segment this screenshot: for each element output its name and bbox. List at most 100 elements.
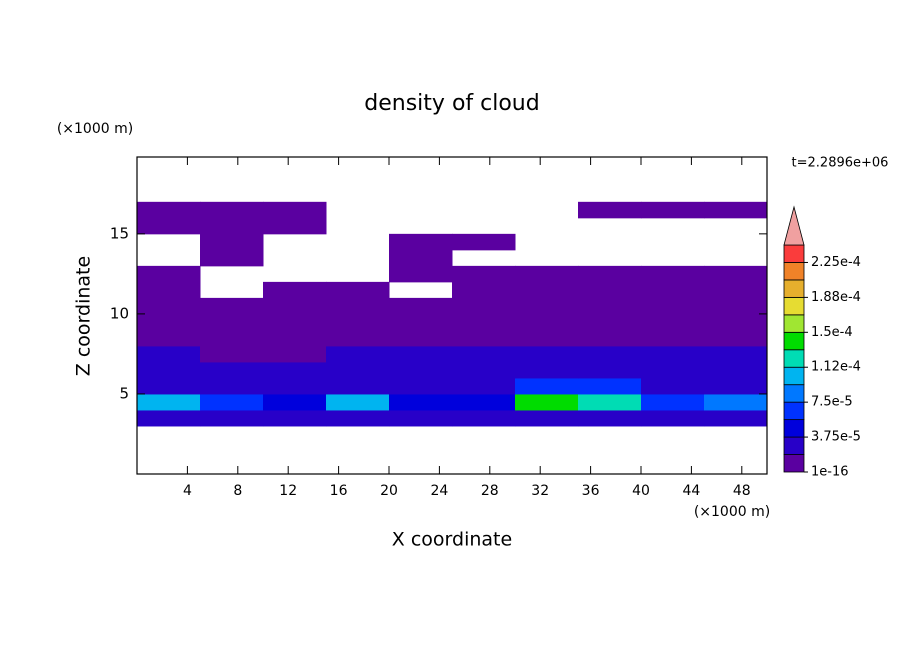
contour-cell [326, 361, 390, 379]
colorbar-label: 7.5e-5 [811, 395, 853, 410]
contour-cell [704, 409, 768, 427]
contour-cell [578, 329, 642, 347]
contour-cell [389, 329, 453, 347]
contour-cell [578, 265, 642, 283]
contour-cell [704, 361, 768, 379]
contour-cell [578, 281, 642, 299]
contour-cell [641, 409, 705, 427]
contour-cell [704, 345, 768, 363]
colorbar-label: 2.25e-4 [811, 255, 861, 270]
contour-cell [389, 265, 453, 283]
colorbar-box [783, 419, 805, 438]
contour-cell [704, 313, 768, 331]
contour-cell [200, 297, 264, 315]
contour-cell [452, 345, 516, 363]
contour-cell [326, 345, 390, 363]
contour-cell [263, 217, 327, 235]
colorbar-box [783, 296, 805, 316]
contour-cell [263, 297, 327, 315]
contour-cell [200, 329, 264, 347]
contour-cell [641, 297, 705, 315]
chart-title: density of cloud [364, 91, 539, 116]
contour-cell [515, 313, 579, 331]
contour-cell [137, 329, 201, 347]
contour-cell [389, 297, 453, 315]
x-tick-label: 20 [380, 483, 398, 499]
colorbar-label: 1.12e-4 [811, 360, 861, 375]
contour-cell [326, 393, 390, 411]
contour-cell [452, 329, 516, 347]
contour-cell [389, 409, 453, 427]
contour-cell [515, 409, 579, 427]
contour-cell [389, 345, 453, 363]
contour-cell [137, 377, 201, 395]
contour-cell [452, 265, 516, 283]
x-tick-label: 32 [531, 483, 549, 499]
colorbar-box [783, 244, 805, 263]
contour-cell [515, 377, 579, 395]
contour-cell [263, 361, 327, 379]
contour-cell [641, 361, 705, 379]
contour-cell [452, 393, 516, 411]
y-unit: (×1000 m) [57, 121, 133, 137]
contour-cell [452, 233, 516, 251]
x-tick-label: 48 [733, 483, 751, 499]
contour-cell [515, 361, 579, 379]
contour-cell [578, 393, 642, 411]
contour-cell [200, 313, 264, 331]
y-tick-label: 10 [110, 304, 129, 322]
contour-cell [578, 361, 642, 379]
contour-cell [452, 313, 516, 331]
contour-cell [263, 281, 327, 299]
colorbar-extend [783, 205, 805, 246]
contour-cell [389, 393, 453, 411]
contour-cell [641, 201, 705, 219]
y-tick-label: 15 [110, 224, 129, 242]
contour-cell [137, 361, 201, 379]
x-tick-label: 40 [632, 483, 650, 499]
contour-cell [389, 313, 453, 331]
contour-cell [515, 281, 579, 299]
contour-cell [326, 281, 390, 299]
colorbar-label: 1.88e-4 [811, 290, 861, 305]
contour-cell [452, 361, 516, 379]
colorbar-box [783, 349, 805, 368]
contour-cell [704, 281, 768, 299]
x-tick-label: 4 [183, 483, 192, 499]
contour-cell [452, 297, 516, 315]
contour-cell [263, 329, 327, 347]
contour-cell [704, 265, 768, 283]
colorbar-box [783, 384, 805, 403]
contour-cell [515, 393, 579, 411]
x-tick-label: 24 [430, 483, 448, 499]
y-tick-label: 5 [119, 384, 129, 402]
contour-cell [452, 409, 516, 427]
contour-cell [704, 201, 768, 219]
x-tick-label: 28 [481, 483, 499, 499]
contour-cell [515, 265, 579, 283]
contour-cell [263, 377, 327, 395]
contour-cell [641, 281, 705, 299]
colorbar-box [783, 436, 805, 455]
contour-cell [200, 345, 264, 363]
contour-cell [137, 265, 201, 283]
contour-cell [704, 393, 768, 411]
contour-cell [578, 345, 642, 363]
contour-cell [641, 329, 705, 347]
colorbar-label: 1.5e-4 [811, 325, 853, 340]
colorbar-box [783, 262, 805, 281]
contour-cell [389, 249, 453, 267]
contour-cell [578, 409, 642, 427]
contour-cell [515, 345, 579, 363]
contour-cell [326, 313, 390, 331]
contour-cell [137, 281, 201, 299]
contour-cell [326, 377, 390, 395]
contour-cell [200, 201, 264, 219]
contour-cell [263, 313, 327, 331]
contour-cell [704, 329, 768, 347]
contour-cell [641, 345, 705, 363]
field [137, 201, 768, 427]
contour-cell [200, 409, 264, 427]
